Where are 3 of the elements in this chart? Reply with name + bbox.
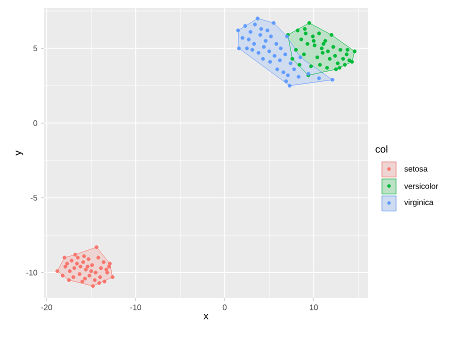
- x-axis-title: x: [204, 314, 208, 320]
- legend-title: col: [376, 145, 388, 153]
- y-axis-title: y: [16, 150, 24, 156]
